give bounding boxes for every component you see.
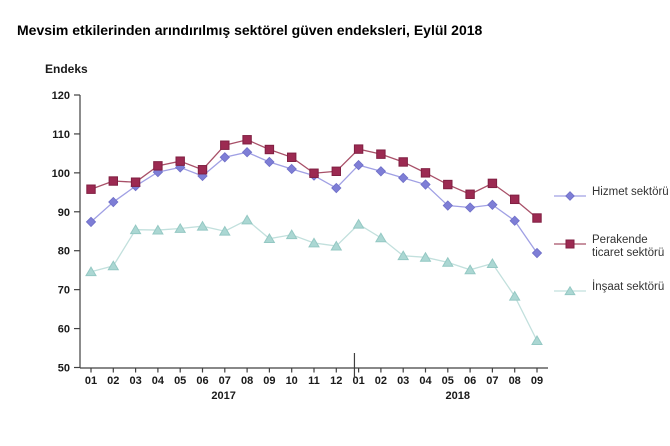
legend-label-perakende: Perakende ticaret sektörü [592,234,665,259]
square-marker-icon [554,239,586,249]
chart-title: Mevsim etkilerinden arındırılmış sektöre… [17,22,483,38]
svg-text:11: 11 [308,375,320,387]
svg-text:06: 06 [196,375,208,387]
svg-text:90: 90 [58,207,70,219]
svg-text:03: 03 [129,375,141,387]
svg-text:110: 110 [52,129,70,141]
legend-label-insaat: İnşaat sektörü [592,281,665,293]
series-2 [85,214,543,346]
svg-text:100: 100 [52,168,70,180]
svg-text:80: 80 [58,246,70,258]
svg-text:08: 08 [509,375,521,387]
svg-text:10: 10 [286,375,298,387]
svg-text:02: 02 [375,375,387,387]
svg-text:12: 12 [330,375,342,387]
svg-text:01: 01 [352,375,364,387]
svg-text:05: 05 [442,375,454,387]
svg-text:01: 01 [85,375,97,387]
svg-text:04: 04 [152,375,165,387]
svg-text:07: 07 [486,375,498,387]
svg-text:03: 03 [397,375,409,387]
legend-item-insaat: İnşaat sektörü [553,281,670,298]
svg-text:50: 50 [58,363,70,375]
svg-text:60: 60 [58,324,70,336]
svg-text:04: 04 [419,375,432,387]
svg-text:08: 08 [241,375,253,387]
legend-item-perakende: Perakende ticaret sektörü [553,234,670,260]
legend-item-hizmet: Hizmet sektörü [553,186,670,203]
svg-text:07: 07 [219,375,231,387]
svg-text:05: 05 [174,375,186,387]
svg-text:70: 70 [58,285,70,297]
svg-text:2017: 2017 [211,390,235,402]
svg-text:2018: 2018 [446,390,470,402]
svg-text:09: 09 [263,375,275,387]
triangle-marker-icon [554,285,586,296]
svg-text:09: 09 [531,375,543,387]
diamond-marker-icon [554,191,586,201]
y-axis-title: Endeks [45,62,88,76]
legend-label-hizmet: Hizmet sektörü [592,186,669,198]
series-1 [86,135,542,223]
svg-text:02: 02 [107,375,119,387]
svg-text:120: 120 [52,90,70,102]
svg-text:06: 06 [464,375,476,387]
